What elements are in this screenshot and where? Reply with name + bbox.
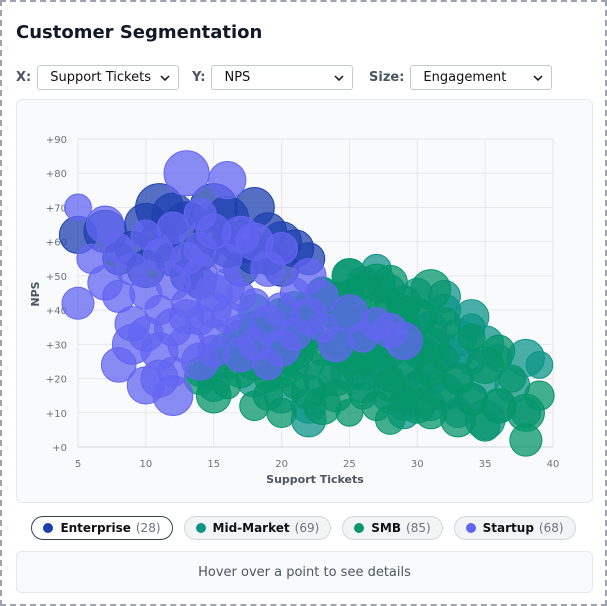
- x-tick-label: 15: [207, 459, 220, 470]
- bubble: [61, 286, 95, 320]
- label: Size:: [369, 70, 405, 85]
- chevron: [160, 74, 170, 81]
- legend-count: (68): [538, 521, 564, 535]
- x-tick-label: 20: [275, 459, 288, 470]
- x-tick-label: 30: [411, 459, 424, 470]
- size-select[interactable]: Engagement: [410, 65, 553, 90]
- y-tick-label: +10: [46, 409, 67, 420]
- size-control: Size: Engagement: [369, 64, 553, 91]
- legend-count: (28): [135, 521, 161, 535]
- legend-dot: [195, 523, 206, 533]
- chevron: [334, 74, 345, 81]
- legend-dot: [465, 523, 476, 533]
- x-control: X: Support Tickets: [16, 64, 180, 91]
- title: Customer Segmentation: [16, 22, 263, 43]
- bubble: [374, 404, 406, 435]
- chart-panel: Support Tickets NPS +0 +10 +20 +30 +40 +50 +60…: [16, 99, 593, 503]
- bubble: [266, 397, 297, 428]
- y-tick-label: +40: [46, 306, 67, 317]
- bubble: [384, 321, 423, 361]
- legend-count: (69): [294, 521, 320, 535]
- x-select[interactable]: Support Tickets: [37, 65, 180, 90]
- details: Hover over a point to see details: [16, 551, 593, 593]
- y-tick-label: +60: [46, 238, 67, 249]
- bubble: [373, 368, 407, 402]
- bubble: [457, 323, 486, 352]
- select-value: Engagement: [423, 70, 507, 85]
- select-value: NPS: [224, 70, 251, 85]
- legend-item[interactable]: Startup (68): [453, 516, 576, 540]
- bubble: [410, 269, 452, 310]
- bubble: [265, 232, 299, 266]
- x-axis-title: Support Tickets: [266, 473, 364, 486]
- bubble: [399, 388, 436, 424]
- y-control: Y: NPS: [192, 64, 354, 91]
- x-tick-label: 5: [75, 459, 81, 470]
- legend-label: Startup: [482, 521, 534, 535]
- x-tick-label: 10: [139, 459, 152, 470]
- bubble: [156, 211, 190, 245]
- legend-label: Mid-Market: [212, 521, 290, 535]
- bubble: [524, 380, 555, 411]
- y-tick-label: +20: [46, 375, 67, 386]
- x-tick-label: 35: [479, 459, 492, 470]
- legend: Enterprise (28) Mid-Market (69) SMB (85) Start…: [2, 516, 605, 540]
- bubble: [305, 279, 339, 313]
- select-value: Support Tickets: [50, 70, 151, 85]
- chart: Support Tickets NPS +0 +10 +20 +30 +40 +50 +60…: [29, 135, 560, 486]
- label: Y:: [192, 70, 206, 85]
- y-tick-label: +0: [52, 443, 67, 454]
- legend-dot: [43, 523, 54, 533]
- legend-label: Enterprise: [60, 521, 131, 535]
- bubble: [357, 263, 396, 302]
- bubble: [430, 344, 459, 372]
- hint: Hover over a point to see details: [198, 564, 411, 580]
- bubble: [64, 193, 92, 222]
- y-tick-label: +70: [46, 203, 67, 214]
- legend-dot: [354, 523, 365, 533]
- y-tick-label: +50: [46, 272, 67, 283]
- legend-count: (85): [406, 521, 431, 535]
- bubble: [498, 364, 527, 393]
- x-tick-label: 25: [343, 459, 356, 470]
- legend-label: SMB: [371, 521, 402, 535]
- chevron: [533, 74, 543, 81]
- x-tick-label: 40: [547, 459, 560, 470]
- bubble: [163, 150, 210, 197]
- y-tick-label: +80: [46, 169, 67, 180]
- bubble: [509, 423, 543, 457]
- bubble: [208, 160, 247, 200]
- bubble: [482, 334, 516, 368]
- legend-item[interactable]: SMB (85): [342, 516, 443, 540]
- y-tick-label: +30: [46, 340, 67, 351]
- bubble: [525, 350, 554, 379]
- y-tick-label: +90: [46, 135, 67, 146]
- y-axis-title: NPS: [29, 281, 42, 306]
- bubble: [427, 307, 461, 341]
- series: [61, 150, 423, 417]
- label: X:: [16, 70, 32, 85]
- legend-item[interactable]: Enterprise (28): [31, 516, 173, 540]
- legend-item[interactable]: Mid-Market (69): [183, 516, 332, 540]
- y-select[interactable]: NPS: [211, 65, 354, 90]
